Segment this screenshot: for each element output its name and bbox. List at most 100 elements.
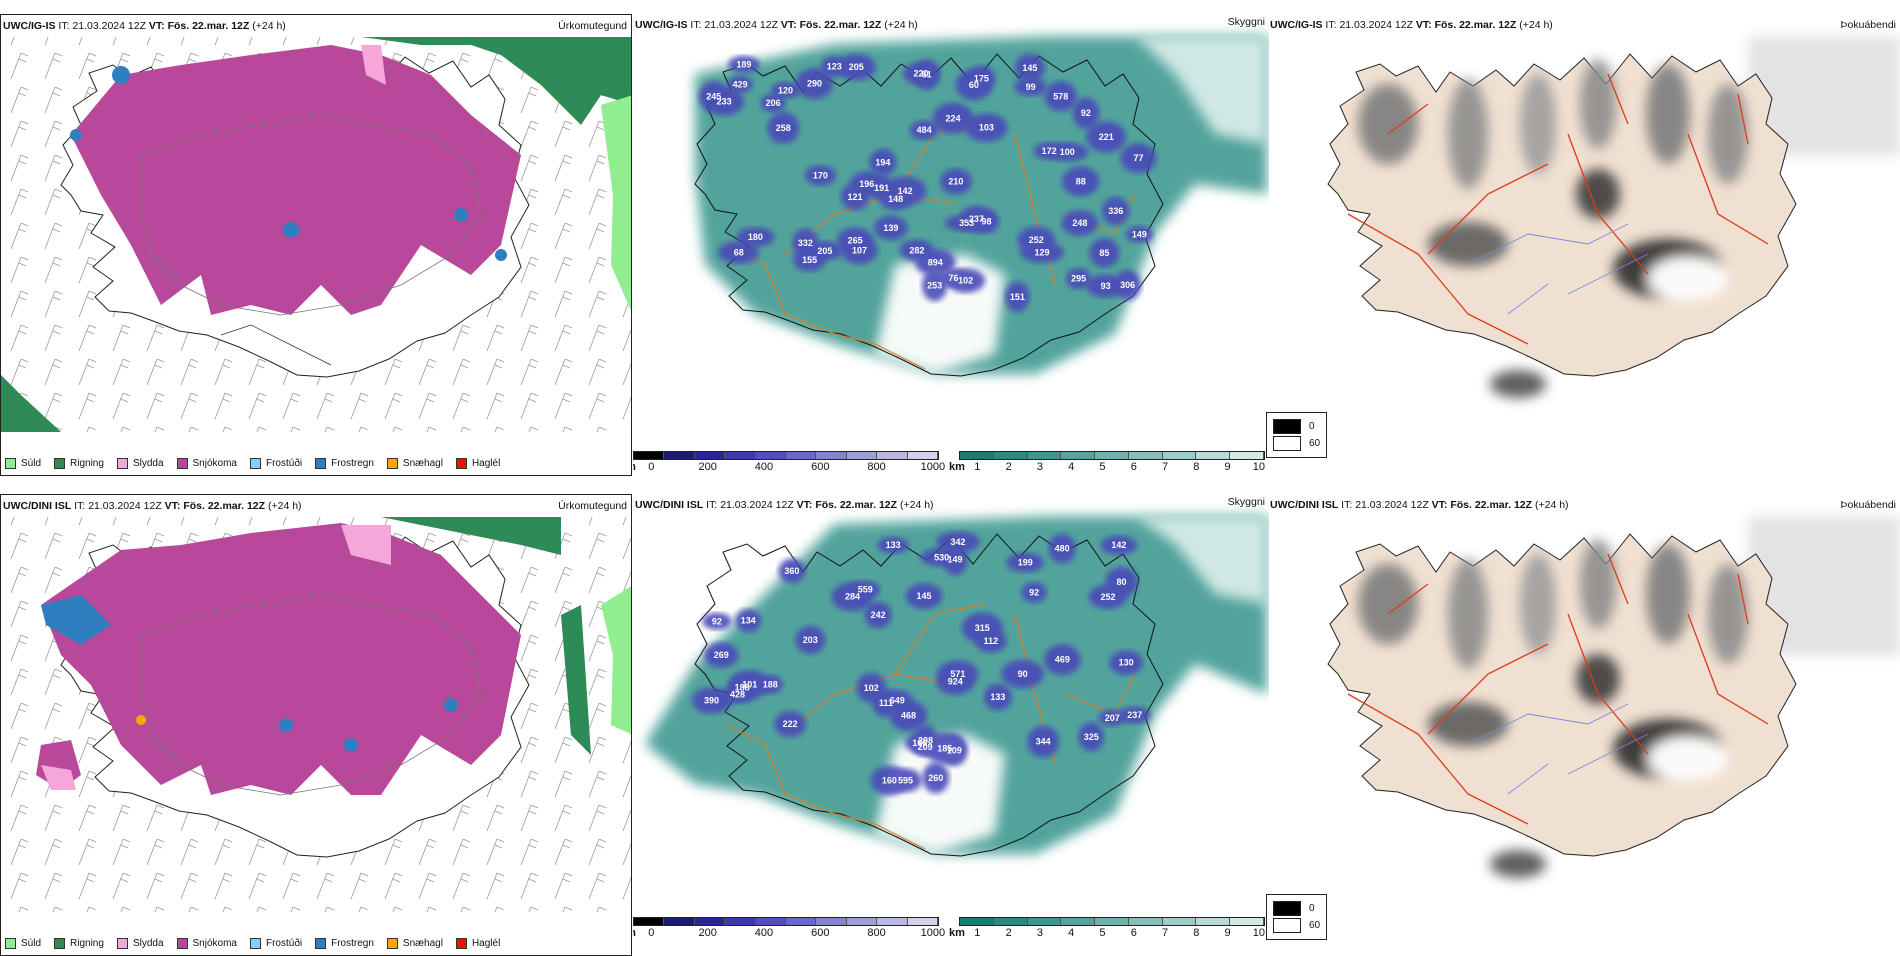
visibility-value-label: 480 [1055, 544, 1070, 554]
visibility-value-label: 120 [778, 85, 793, 95]
colorbar-segment [785, 918, 817, 925]
visibility-value-label: 237 [1127, 710, 1142, 720]
low-visibility-area [1072, 97, 1100, 129]
legend-label: Frostúði [265, 938, 303, 949]
precip-type-panel-dini: UWC/DINI ISL IT: 21.03.2024 12Z VT: Fös.… [0, 494, 632, 956]
colorbar-segment [846, 918, 878, 925]
colorbar-unit: m [633, 927, 636, 939]
legend-swatch [315, 938, 327, 949]
panel-header: UWC/DINI ISL IT: 21.03.2024 12Z VT: Fös.… [3, 500, 302, 512]
visibility-value-label: 180 [748, 232, 763, 242]
low-visibility-area [778, 558, 806, 584]
visibility-value-label: 92 [712, 616, 722, 626]
legend-label: Haglél [471, 938, 501, 949]
visibility-value-label: 145 [1022, 63, 1037, 73]
low-visibility-area [767, 112, 800, 144]
colorbar-tick-label: 10 [1252, 927, 1265, 939]
visibility-value-label: 196 [859, 179, 874, 189]
colorbar-tick-label: 200 [698, 461, 717, 473]
panel-title: Úrkomutegund [558, 500, 627, 512]
colorbar-segment [694, 452, 726, 459]
colorbar-segment [907, 918, 938, 925]
colorbar-tick-label: 10 [1252, 461, 1265, 473]
low-visibility-area [728, 674, 757, 701]
legend-swatch [315, 458, 327, 469]
low-visibility-area [704, 87, 745, 116]
low-visibility-area [702, 612, 732, 630]
visibility-value-label: 469 [1055, 655, 1070, 665]
low-visibility-area [836, 227, 874, 254]
colorbar-segment [993, 452, 1028, 459]
colorbar-segment [816, 918, 847, 925]
precip-map [1, 517, 631, 912]
low-visibility-area [967, 65, 996, 92]
colorbar-tick-label: 200 [698, 927, 717, 939]
low-visibility-area [879, 187, 912, 211]
visibility-value-label: 76 [948, 273, 958, 283]
low-visibility-area [932, 102, 974, 134]
visibility-value-label: 85 [1099, 248, 1109, 258]
legend-item: Súld [5, 458, 41, 469]
visibility-value-label: 258 [776, 123, 791, 133]
low-visibility-area [937, 660, 979, 688]
legend-item: Frostregn [315, 938, 374, 949]
legend-label: Frostregn [331, 458, 374, 469]
visibility-value-label: 428 [730, 690, 745, 700]
visibility-value-label: 242 [871, 610, 886, 620]
legend-swatch [386, 458, 398, 469]
fog-index-map [1327, 36, 1900, 398]
low-visibility-area [905, 733, 935, 753]
low-visibility-area [1101, 196, 1130, 226]
visibility-value-label: 530 [934, 552, 949, 562]
low-visibility-area [1062, 166, 1100, 197]
low-visibility-area [936, 531, 980, 553]
fog-legend-swatch [1273, 419, 1301, 434]
colorbar-segment [877, 918, 908, 925]
colorbar-tick-label: 2 [1005, 461, 1012, 473]
panel-title: Skyggni [1227, 496, 1265, 508]
colorbar-segment [846, 452, 878, 459]
visibility-value-label: 571 [950, 669, 965, 679]
colorbar-tick-label: 8 [1193, 927, 1200, 939]
low-visibility-area [736, 227, 775, 247]
visibility-value-label: 68 [734, 248, 744, 258]
low-visibility-area [1020, 241, 1064, 263]
low-visibility-area [760, 93, 786, 113]
legend-label: Frostregn [331, 938, 374, 949]
legend-item: Rigning [54, 458, 104, 469]
visibility-value-label: 149 [1132, 229, 1147, 239]
low-visibility-area [1100, 535, 1138, 555]
colorbar-segment [1061, 452, 1096, 459]
visibility-value-label: 142 [898, 186, 913, 196]
low-visibility-area [924, 732, 965, 764]
visibility-value-label: 265 [848, 235, 863, 245]
legend-swatch [116, 458, 128, 469]
colorbar-tick-label: 0 [648, 461, 655, 473]
panel-title: Þokuábendi [1840, 499, 1896, 511]
colorbar-segment [694, 918, 726, 925]
legend-item: Haglél [455, 458, 500, 469]
visibility-value-label: 252 [1029, 235, 1044, 245]
colorbar-segment [816, 452, 847, 459]
colorbar-tick-label: 8 [1193, 461, 1200, 473]
visibility-value-label: 175 [974, 74, 989, 84]
visibility-value-label: 134 [741, 616, 756, 626]
legend-label: Slydda [132, 938, 164, 949]
colorbar-segment [1128, 452, 1163, 459]
colorbar-tick-label: 3 [1036, 927, 1043, 939]
visibility-value-label: 206 [766, 98, 781, 108]
legend-item: Frostúði [249, 938, 303, 949]
visibility-value-label: 344 [1036, 737, 1051, 747]
visibility-value-label: 101 [742, 680, 757, 690]
legend-item: Frostúði [249, 458, 302, 469]
visibility-value-label: 210 [948, 177, 963, 187]
visibility-value-label: 208 [918, 736, 933, 746]
visibility-value-label: 248 [1072, 218, 1087, 228]
colorbar-segment [1196, 918, 1231, 925]
visibility-value-label: 61 [922, 70, 932, 80]
legend-item: Rigning [54, 938, 104, 949]
low-visibility-area [831, 582, 874, 612]
visibility-value-label: 112 [984, 636, 999, 646]
visibility-value-label: 233 [717, 96, 732, 106]
low-visibility-area [903, 62, 939, 86]
